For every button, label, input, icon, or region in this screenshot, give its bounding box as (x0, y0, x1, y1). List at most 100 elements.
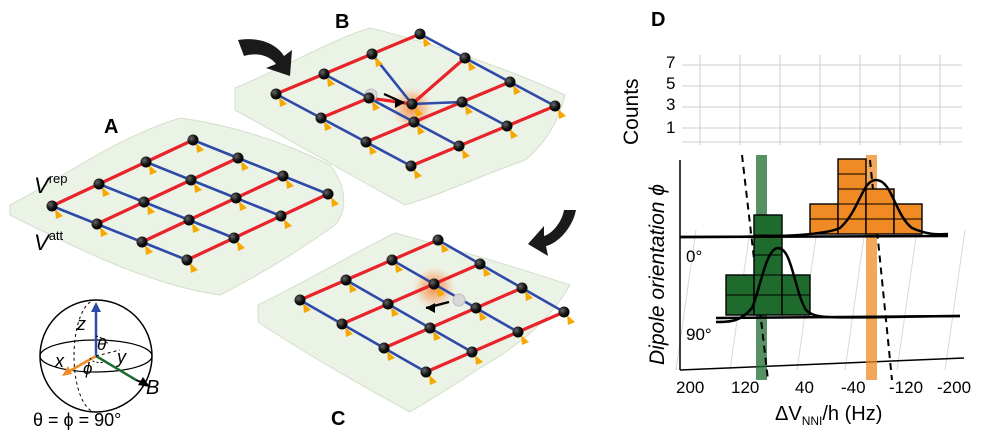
atom (181, 254, 193, 266)
v-rep-label: Vrep (34, 171, 67, 198)
lattice-b (270, 28, 566, 179)
atom (187, 134, 199, 146)
counts-tick-7: 7 (666, 53, 675, 72)
repulsive-bond (274, 72, 326, 96)
repulsive-bond (367, 96, 414, 106)
repulsive-bond (185, 236, 236, 262)
attractive-bond (189, 178, 238, 200)
atom (91, 218, 103, 230)
repulsive-bond (279, 192, 330, 218)
repulsive-bond (470, 330, 520, 354)
lattice-sheet-c (257, 232, 571, 413)
attractive-bond (50, 204, 99, 226)
atom (428, 278, 440, 290)
dipole-tip (525, 291, 533, 301)
repulsive-bond (382, 326, 432, 350)
dipole-tip (145, 245, 153, 255)
dipole-tip (437, 287, 445, 297)
repulsive-bond (234, 174, 285, 200)
baseline-90 (715, 314, 961, 320)
counts-tick-3: 3 (666, 95, 675, 114)
atom (318, 68, 330, 80)
attractive-bond (187, 218, 236, 240)
panel-label-a: A (104, 116, 118, 138)
dipole-tip (375, 57, 383, 67)
atom (277, 170, 289, 182)
chart-d (675, 55, 966, 381)
grid-line (896, 229, 918, 371)
dipole-tip (194, 183, 202, 193)
dipole-tip (196, 143, 204, 153)
dipole-tip (241, 161, 249, 171)
panel-label-d: D (651, 9, 665, 31)
baseline-0 (679, 234, 949, 239)
repulsive-bond (457, 124, 509, 148)
bloch-b-label: B (146, 377, 159, 399)
repulsive-bond (319, 96, 371, 120)
atom (456, 96, 468, 108)
atom (453, 140, 465, 152)
dipole-tip (331, 197, 339, 207)
atom (315, 112, 327, 124)
counts-tick-1: 1 (666, 118, 675, 137)
repulsive-bond (187, 196, 238, 222)
x-axis-title: ΔVNNI/h (Hz) (775, 403, 882, 428)
counts-tick-5: 5 (666, 74, 675, 93)
repulsive-bond (516, 310, 566, 334)
dipole-tip (521, 335, 529, 345)
repulsive-bond (322, 52, 374, 76)
atom (322, 188, 334, 200)
hop-arrowhead (395, 98, 404, 108)
attractive-bond (460, 100, 509, 128)
atom (382, 298, 394, 310)
atom (466, 346, 478, 358)
dipole-tip (239, 201, 247, 211)
dipole-tip (462, 149, 470, 159)
atom (470, 302, 482, 314)
attractive-bond (97, 182, 146, 204)
attractive-bond (386, 302, 432, 330)
dipole-tip (372, 101, 380, 111)
attractive-bond (236, 156, 285, 178)
dipole-tip (279, 97, 287, 107)
repulsive-bond (298, 278, 348, 302)
atom (424, 322, 436, 334)
dipole-tip (465, 105, 473, 115)
attractive-bond (95, 222, 144, 244)
repulsive-bond (428, 306, 478, 330)
atom (474, 258, 486, 270)
angle-caption: θ = ϕ = 90° (33, 410, 121, 430)
attractive-bond (390, 258, 436, 286)
attractive-bond (191, 138, 240, 160)
repulsive-bond (410, 56, 467, 106)
hop-arrowhead (426, 303, 435, 313)
attractive-bond (344, 278, 390, 306)
attractive-bond (418, 32, 467, 60)
atom (360, 136, 372, 148)
bloch-theta-label: θ (97, 335, 107, 354)
repulsive-bond (142, 178, 193, 204)
curved-arrow-to-b (238, 39, 292, 76)
atom (432, 234, 444, 246)
dipole-tip (558, 109, 566, 119)
atom (386, 254, 398, 266)
repulsive-bond (50, 182, 101, 208)
repulsive-bond (340, 302, 390, 326)
x-tick-200: 200 (676, 378, 704, 397)
attractive-bond (478, 262, 524, 290)
dipole-tip (147, 205, 155, 215)
attractive-bond (274, 92, 323, 120)
bloch-z-label: z (76, 314, 86, 334)
curved-arrow-to-c (528, 210, 576, 256)
dipole-tip (395, 263, 403, 273)
dipole-tip (369, 145, 377, 155)
repulsive-bond (364, 120, 416, 144)
attractive-bond (410, 100, 464, 106)
repulsive-bond (474, 286, 524, 310)
dipole-tip (468, 61, 476, 71)
repulsive-bond (390, 238, 440, 262)
dipole-orientation-label: Dipole orientation ϕ (646, 184, 669, 365)
dipole-tip (483, 267, 491, 277)
attractive-bond (140, 240, 189, 262)
